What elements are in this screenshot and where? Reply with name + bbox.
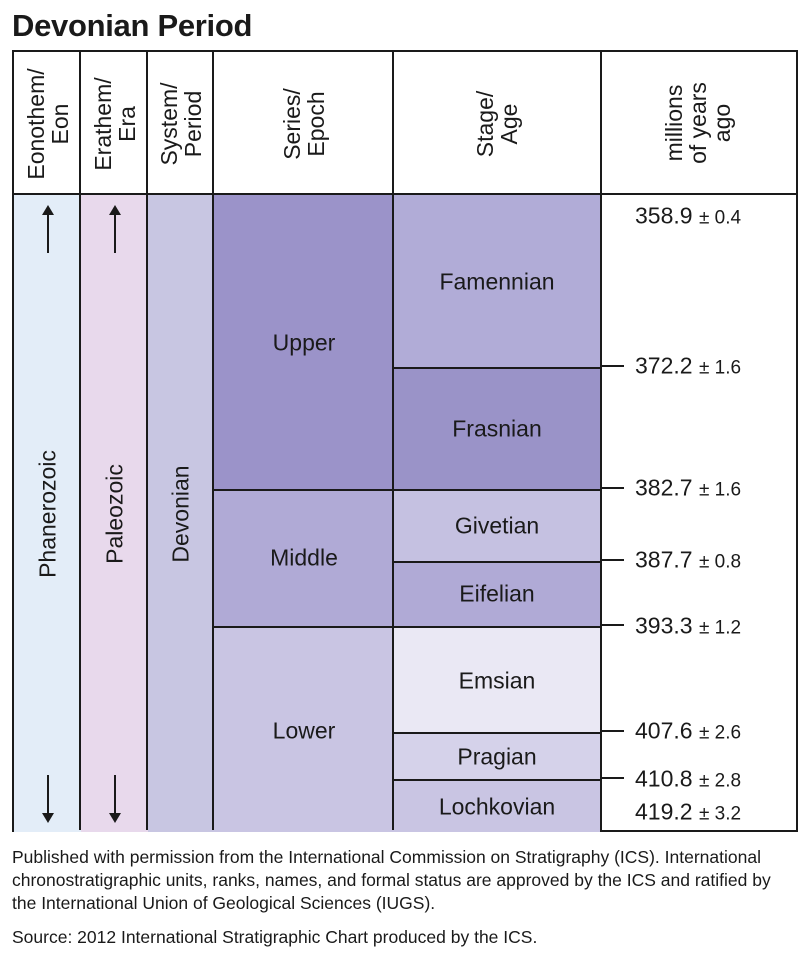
age-value: 358.9 ± 0.4 — [635, 202, 742, 229]
period-column: Devonian — [148, 195, 214, 832]
permission-note: Published with permission from the Inter… — [12, 847, 771, 913]
mya-column — [600, 193, 798, 832]
chart-title: Devonian Period — [12, 8, 253, 43]
stage-label: Pragian — [457, 743, 537, 770]
stage-label: Famennian — [439, 268, 555, 295]
header-label: System/ Period — [156, 81, 206, 166]
column-divider — [79, 52, 81, 830]
stage-label: Lochkovian — [438, 793, 556, 820]
column-divider — [212, 52, 214, 830]
eon-column: Phanerozoic — [14, 195, 81, 832]
header-label: Series/ Epoch — [279, 87, 329, 160]
stage-frasnian: Frasnian — [394, 368, 600, 490]
age-value: 407.6 ± 2.6 — [635, 717, 742, 744]
arrow-down-icon — [41, 775, 54, 823]
age-value: 372.2 ± 1.6 — [635, 352, 742, 379]
stage-pragian: Pragian — [394, 733, 600, 780]
header-age: Stage/ Age — [394, 52, 600, 195]
header-period: System/ Period — [148, 52, 214, 195]
column-divider — [146, 52, 148, 830]
header-epoch: Series/ Epoch — [214, 52, 394, 195]
stage-label: Givetian — [454, 512, 540, 539]
boundary-line — [394, 561, 600, 563]
epoch-label: Upper — [272, 329, 336, 356]
stage-label: Eifelian — [459, 580, 535, 607]
header-label: Eonothem/ Eon — [22, 67, 73, 180]
era-label: Paleozoic — [101, 463, 127, 564]
stage-lochkovian: Lochkovian — [394, 780, 600, 832]
boundary-tick — [602, 559, 624, 561]
age-value: 419.2 ± 3.2 — [635, 798, 742, 825]
boundary-tick — [602, 777, 624, 779]
boundary-line — [214, 489, 600, 491]
boundary-tick — [602, 365, 624, 367]
column-divider — [392, 52, 394, 830]
header-label: Stage/ Age — [472, 90, 522, 157]
boundary-tick — [602, 624, 624, 626]
stage-famennian: Famennian — [394, 195, 600, 368]
boundary-line — [394, 367, 600, 369]
arrow-down-icon — [108, 775, 121, 823]
stage-label: Frasnian — [452, 415, 542, 442]
arrow-up-icon — [108, 205, 121, 253]
header-label: millions of years ago — [661, 81, 735, 164]
arrow-up-icon — [41, 205, 54, 253]
period-label: Devonian — [167, 464, 194, 563]
stage-label: Emsian — [458, 667, 536, 694]
boundary-line — [214, 626, 600, 628]
age-value: 387.7 ± 0.8 — [635, 546, 742, 573]
stage-eifelian: Eifelian — [394, 562, 600, 627]
boundary-tick — [602, 730, 624, 732]
header-era: Erathem/ Era — [81, 52, 148, 195]
header-label: Erathem/ Era — [89, 76, 140, 171]
epoch-label: Lower — [272, 717, 336, 744]
epoch-middle: Middle — [214, 490, 394, 627]
age-value: 382.7 ± 1.6 — [635, 474, 742, 501]
epoch-lower: Lower — [214, 627, 394, 832]
stage-givetian: Givetian — [394, 490, 600, 562]
epoch-upper: Upper — [214, 195, 394, 490]
boundary-line — [394, 779, 600, 781]
stage-emsian: Emsian — [394, 627, 600, 733]
boundary-tick — [602, 487, 624, 489]
header-mya: millions of years ago — [600, 50, 798, 195]
source-note: Source: 2012 International Stratigraphic… — [12, 927, 538, 947]
header-eon: Eonothem/ Eon — [14, 52, 81, 195]
boundary-line — [394, 732, 600, 734]
stratigraphic-chart: Phanerozoic Paleozoic Devonian Upper Mid… — [12, 50, 602, 832]
header-divider — [14, 193, 600, 195]
epoch-label: Middle — [270, 544, 338, 571]
era-column: Paleozoic — [81, 195, 148, 832]
eon-label: Phanerozoic — [34, 449, 60, 578]
age-value: 393.3 ± 1.2 — [635, 612, 742, 639]
age-value: 410.8 ± 2.8 — [635, 765, 742, 792]
